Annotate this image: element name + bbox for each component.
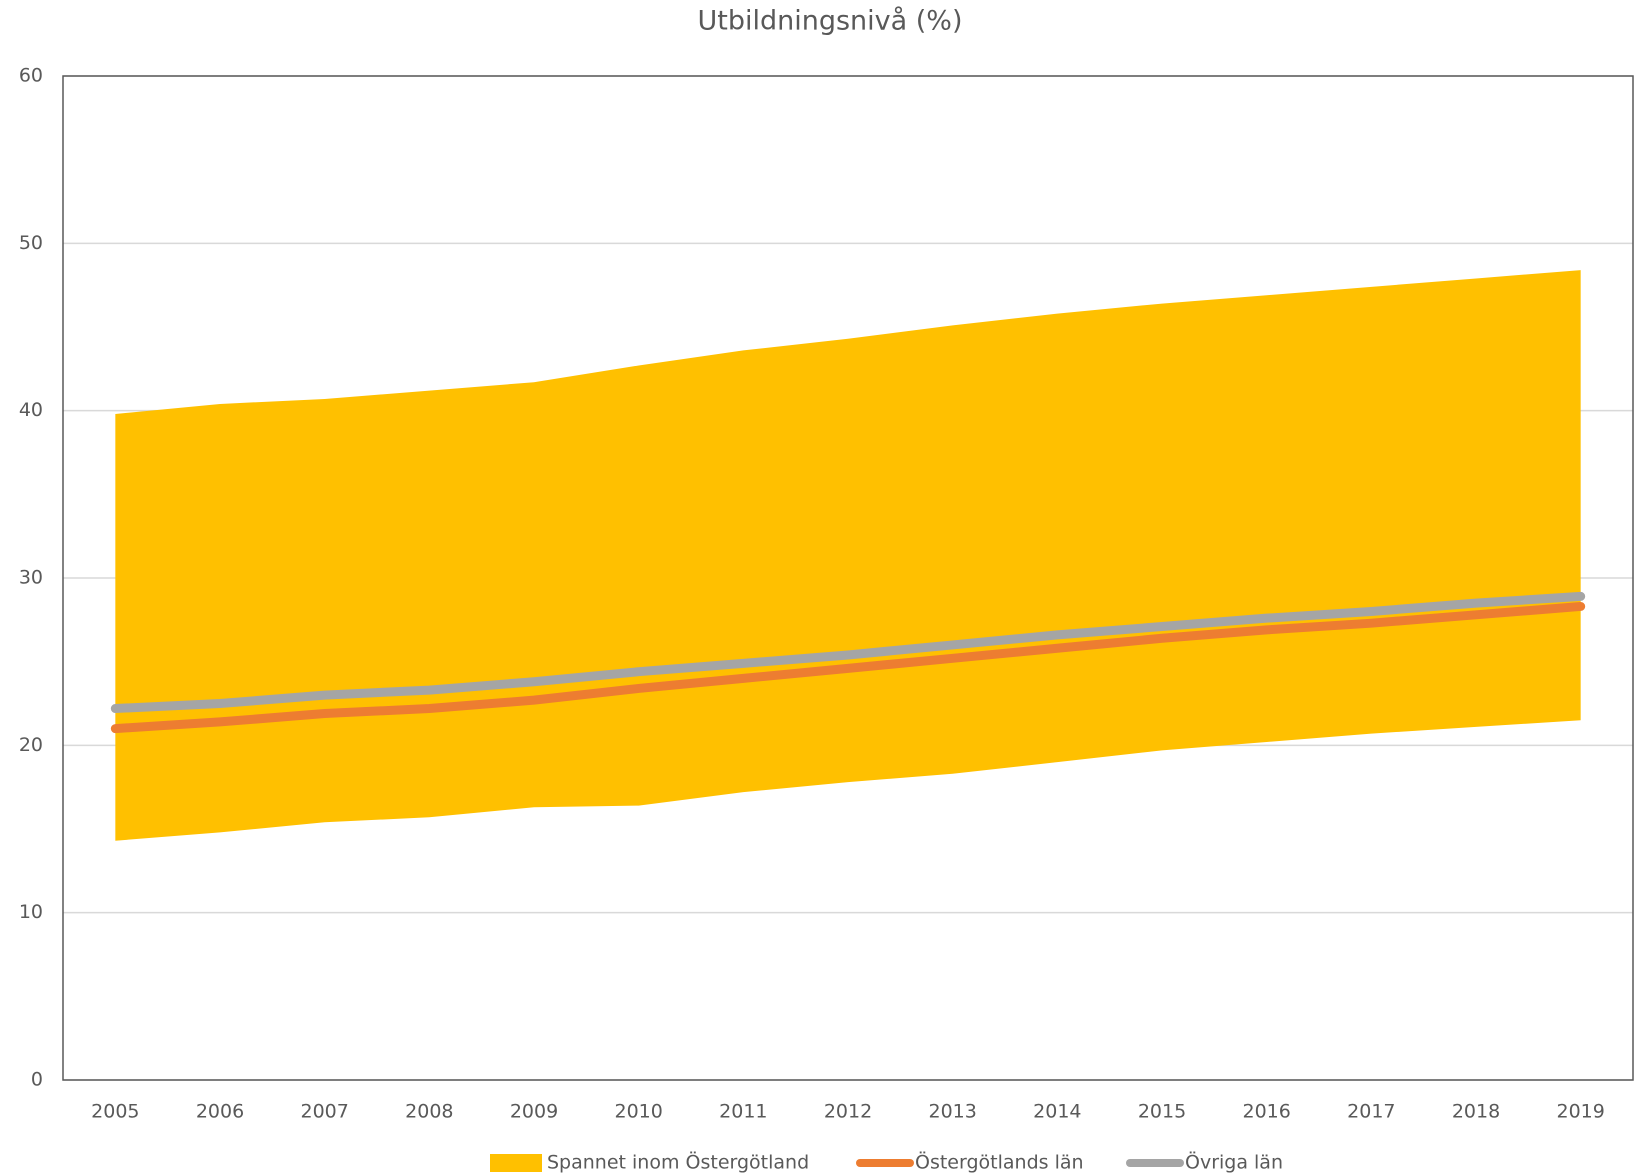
y-tick-label: 50: [19, 232, 43, 254]
chart-title: Utbildningsnivå (%): [697, 6, 962, 37]
range-area: [115, 270, 1581, 841]
plot-border: [62, 75, 1634, 1081]
series-line: [110, 601, 1586, 734]
x-tick-label: 2005: [91, 1101, 139, 1123]
x-tick-label: 2018: [1452, 1101, 1500, 1123]
x-tick-label: 2016: [1242, 1101, 1290, 1123]
legend-label: Östergötlands län: [915, 1151, 1084, 1174]
y-tick-label: 20: [19, 734, 43, 756]
legend-label: Övriga län: [1185, 1151, 1283, 1174]
series-line: [110, 591, 1586, 714]
y-tick-label: 10: [19, 901, 43, 923]
x-tick-label: 2010: [614, 1101, 662, 1123]
x-tick-label: 2019: [1556, 1101, 1604, 1123]
x-tick-label: 2012: [824, 1101, 872, 1123]
x-tick-label: 2013: [928, 1101, 976, 1123]
legend-swatch: [490, 1154, 542, 1172]
y-tick-label: 40: [19, 399, 43, 421]
x-tick-label: 2014: [1033, 1101, 1081, 1123]
y-tick-label: 0: [31, 1069, 43, 1091]
x-tick-label: 2008: [405, 1101, 453, 1123]
x-tick-label: 2006: [196, 1101, 244, 1123]
x-tick-label: 2009: [510, 1101, 558, 1123]
x-tick-label: 2015: [1138, 1101, 1186, 1123]
y-tick-label: 60: [19, 65, 43, 87]
x-tick-label: 2011: [719, 1101, 767, 1123]
legend-label: Spannet inom Östergötland: [547, 1151, 809, 1174]
y-tick-label: 30: [19, 567, 43, 589]
x-tick-label: 2017: [1347, 1101, 1395, 1123]
x-tick-label: 2007: [300, 1101, 348, 1123]
